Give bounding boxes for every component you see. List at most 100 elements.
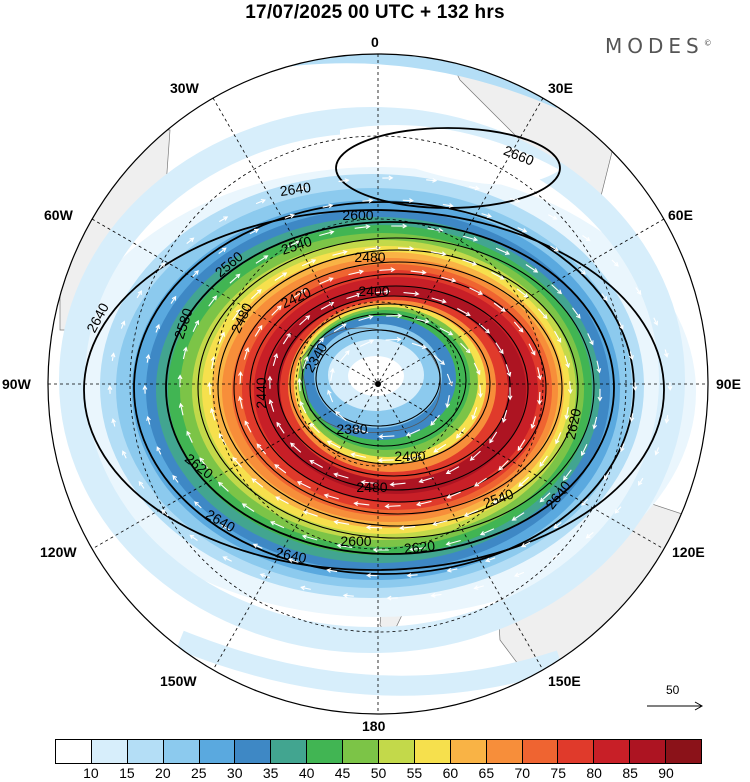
wind-vector-head bbox=[581, 270, 586, 275]
wind-vector bbox=[343, 594, 354, 597]
wind-vector bbox=[572, 307, 581, 319]
map-border bbox=[47, 53, 709, 715]
wind-vector-head bbox=[342, 593, 348, 598]
colorbar-swatch bbox=[91, 740, 128, 763]
wind-vector bbox=[446, 466, 460, 474]
wind-vector bbox=[596, 360, 601, 373]
wind-vector-head bbox=[421, 344, 428, 350]
wind-vector-head bbox=[299, 400, 304, 406]
wind-vector bbox=[337, 544, 353, 548]
wind-vector bbox=[400, 526, 416, 529]
wind-vector-head bbox=[274, 464, 280, 469]
wind-vector bbox=[611, 259, 619, 267]
wind-vector-head bbox=[256, 443, 262, 449]
wind-vector bbox=[411, 342, 427, 349]
wind-vector bbox=[460, 342, 471, 353]
wind-vector-head bbox=[465, 311, 471, 316]
wind-vector-head bbox=[492, 499, 498, 504]
wind-vector bbox=[551, 284, 562, 294]
wind-vector bbox=[272, 353, 278, 366]
wind-vector bbox=[478, 323, 490, 334]
wind-vector-head bbox=[289, 213, 295, 219]
wind-vector bbox=[223, 556, 232, 562]
wind-vector bbox=[431, 593, 442, 597]
contour-label: 2600 bbox=[340, 533, 371, 549]
wind-vector bbox=[470, 450, 481, 461]
wind-vector bbox=[407, 574, 418, 577]
wind-vector-head bbox=[432, 521, 438, 526]
wind-vector bbox=[186, 237, 194, 245]
wind-vector-head bbox=[565, 362, 570, 369]
wind-vector bbox=[433, 520, 448, 525]
wind-vector-head bbox=[501, 417, 507, 423]
wind-vector bbox=[447, 491, 461, 499]
wind-vector-head bbox=[421, 270, 427, 275]
wind-vector bbox=[211, 357, 215, 369]
wind-vector bbox=[386, 315, 402, 317]
wind-vector-head bbox=[433, 448, 439, 453]
wind-vector-head bbox=[142, 384, 148, 390]
wind-vector-head bbox=[238, 395, 243, 401]
wind-vector-head bbox=[137, 290, 142, 296]
wind-vector bbox=[270, 521, 285, 529]
wind-vector-head bbox=[328, 203, 334, 209]
wind-vector-head bbox=[499, 349, 504, 355]
wind-vector-head bbox=[327, 389, 332, 395]
wind-vector bbox=[587, 333, 594, 345]
wind-vector bbox=[274, 464, 287, 474]
wind-vector bbox=[430, 251, 446, 255]
wind-vector bbox=[385, 338, 401, 341]
colorbar-swatch bbox=[307, 740, 344, 763]
wind-vector-head bbox=[341, 323, 347, 328]
wind-vector bbox=[410, 270, 426, 274]
wind-vector bbox=[456, 427, 466, 439]
wind-vector-head bbox=[585, 236, 591, 242]
contour-label: 2640 bbox=[279, 179, 312, 199]
colorbar-tick-label: 35 bbox=[262, 765, 279, 781]
contour-label: 2620 bbox=[403, 537, 436, 556]
colorbar-swatch bbox=[343, 740, 380, 763]
wind-vector bbox=[374, 290, 390, 294]
wind-vector bbox=[474, 585, 484, 589]
wind-vector bbox=[221, 524, 230, 531]
wind-vector bbox=[210, 408, 216, 421]
wind-vector bbox=[358, 315, 373, 322]
wind-vector-head bbox=[388, 175, 394, 181]
colorbar-tick-label: 60 bbox=[442, 765, 459, 781]
wind-vector bbox=[276, 422, 285, 434]
wind-vector-head bbox=[235, 273, 241, 279]
lon-label-150w: 150W bbox=[160, 673, 197, 689]
wind-vector-head bbox=[471, 414, 476, 420]
contour-label: 2440 bbox=[253, 377, 269, 408]
colorbar-swatch bbox=[630, 740, 667, 763]
wind-vector-head bbox=[445, 469, 451, 474]
colorbar-tick-label: 25 bbox=[190, 765, 207, 781]
wind-vector-head bbox=[220, 331, 225, 337]
wind-vector-head bbox=[517, 446, 523, 452]
wind-vector bbox=[192, 320, 199, 332]
wind-vector-head bbox=[194, 501, 199, 506]
wind-vector bbox=[284, 214, 295, 219]
wind-vector bbox=[489, 431, 498, 443]
wind-vector bbox=[653, 317, 658, 325]
colorbar-swatch bbox=[379, 740, 415, 763]
wind-vector-head bbox=[186, 430, 191, 436]
wind-vector bbox=[327, 440, 341, 449]
colorbar-tick-label: 50 bbox=[370, 765, 387, 781]
wind-vector-head bbox=[189, 237, 195, 243]
wind-vector bbox=[255, 199, 266, 205]
wind-vector-head bbox=[485, 557, 491, 563]
lon-label-120w: 120W bbox=[40, 544, 77, 560]
wind-vector bbox=[479, 384, 482, 397]
wind-vector bbox=[256, 443, 267, 455]
wind-vector bbox=[385, 505, 401, 508]
wind-vector-head bbox=[506, 371, 512, 378]
colorbar-tick-label: 30 bbox=[226, 765, 243, 781]
wind-vector bbox=[553, 521, 562, 529]
wind-vector bbox=[630, 413, 634, 421]
wind-vector-head bbox=[446, 567, 452, 573]
wind-vector bbox=[301, 586, 311, 590]
wind-vector-head bbox=[451, 277, 457, 283]
wind-vector-head bbox=[236, 308, 241, 314]
wind-vector-head bbox=[409, 246, 415, 251]
